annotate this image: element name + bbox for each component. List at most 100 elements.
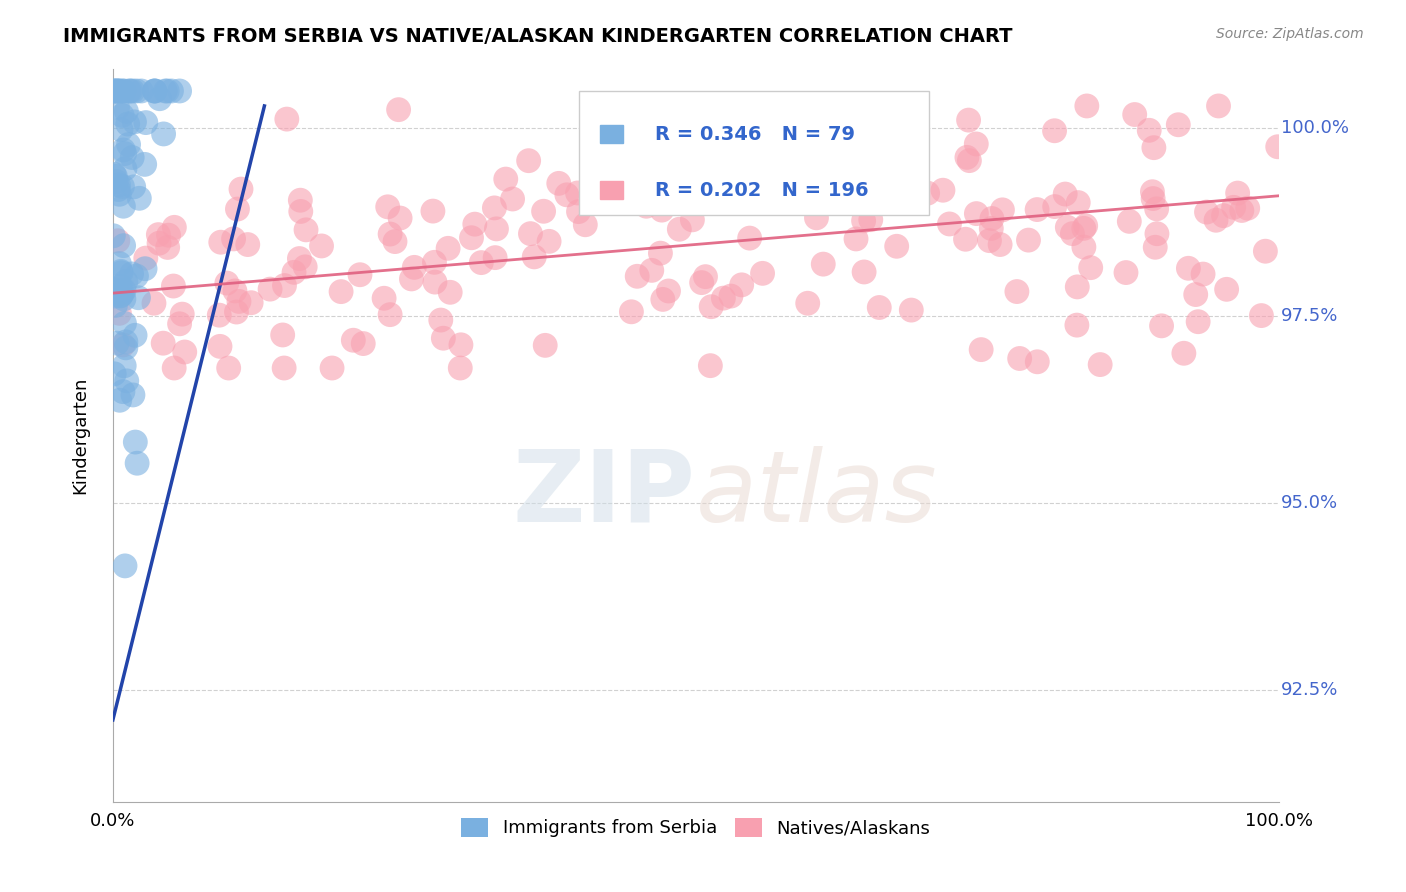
Point [124, 435, 146, 450]
Point [484, 251, 506, 265]
Point [1137, 123, 1160, 137]
Point [534, 338, 557, 352]
Point [574, 218, 596, 232]
Point [107, 234, 129, 248]
Point [389, 211, 412, 225]
Point [225, 305, 247, 319]
Point [796, 296, 818, 310]
Point [149, 92, 172, 106]
Point [720, 289, 742, 303]
Point [1187, 315, 1209, 329]
Y-axis label: Kindergarten: Kindergarten [72, 376, 89, 494]
Point [495, 172, 517, 186]
FancyBboxPatch shape [600, 181, 623, 200]
Point [378, 308, 401, 322]
Point [228, 294, 250, 309]
Point [517, 153, 540, 168]
Point [114, 161, 136, 176]
Point [957, 113, 980, 128]
Point [163, 361, 186, 376]
Text: 92.5%: 92.5% [1281, 681, 1339, 699]
Point [103, 84, 125, 98]
Point [1142, 192, 1164, 206]
Point [432, 331, 454, 345]
Point [1026, 355, 1049, 369]
Point [793, 178, 815, 192]
Point [855, 191, 877, 205]
Point [112, 199, 135, 213]
Point [991, 202, 1014, 217]
Point [117, 137, 139, 152]
Point [835, 177, 858, 191]
Point [1088, 358, 1111, 372]
Point [156, 240, 179, 254]
Point [450, 338, 472, 352]
Point [636, 199, 658, 213]
Point [988, 237, 1011, 252]
Point [104, 169, 127, 184]
Point [519, 227, 541, 241]
Point [404, 260, 426, 275]
Point [111, 84, 134, 98]
Point [1226, 186, 1249, 200]
Point [294, 260, 316, 274]
Point [229, 182, 252, 196]
Point [112, 238, 135, 252]
Point [955, 232, 977, 246]
Point [273, 361, 295, 376]
Point [730, 178, 752, 192]
Point [114, 341, 136, 355]
Point [470, 255, 492, 269]
Point [112, 284, 135, 298]
Point [208, 339, 231, 353]
Point [120, 84, 142, 98]
Point [162, 279, 184, 293]
Point [638, 169, 661, 183]
Point [103, 84, 125, 98]
Point [756, 180, 779, 194]
Point [439, 285, 461, 300]
Point [1195, 205, 1218, 219]
Point [1062, 227, 1084, 241]
Point [112, 84, 135, 98]
Point [1080, 260, 1102, 275]
Point [148, 236, 170, 251]
Point [1066, 318, 1088, 332]
Point [112, 338, 135, 352]
Point [110, 288, 132, 302]
Point [103, 367, 125, 381]
Point [1054, 187, 1077, 202]
Point [273, 278, 295, 293]
Point [295, 223, 318, 237]
Point [844, 194, 866, 209]
Point [731, 277, 754, 292]
Point [169, 317, 191, 331]
Point [1043, 200, 1066, 214]
Point [352, 336, 374, 351]
Point [1142, 185, 1164, 199]
Point [387, 103, 409, 117]
Point [1073, 221, 1095, 235]
Point [157, 228, 180, 243]
Point [125, 268, 148, 283]
Point [283, 265, 305, 279]
Point [111, 384, 134, 399]
Point [108, 256, 131, 270]
Point [240, 295, 263, 310]
Point [1005, 285, 1028, 299]
Point [384, 235, 406, 249]
Point [122, 179, 145, 194]
Point [641, 263, 664, 277]
Point [711, 291, 734, 305]
Point [938, 217, 960, 231]
Point [110, 264, 132, 278]
Text: Source: ZipAtlas.com: Source: ZipAtlas.com [1216, 27, 1364, 41]
Point [112, 359, 135, 373]
Point [111, 179, 134, 194]
Point [956, 150, 979, 164]
Point [121, 267, 143, 281]
Point [650, 246, 672, 260]
Point [965, 136, 987, 151]
Point [806, 211, 828, 225]
Point [107, 178, 129, 192]
